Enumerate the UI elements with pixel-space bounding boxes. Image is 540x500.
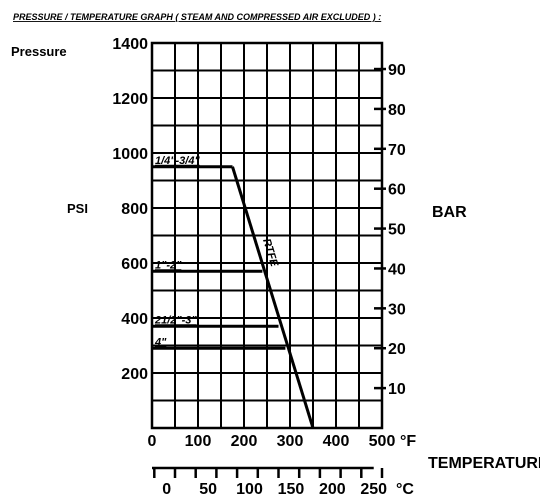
bar-tick-label: 80 xyxy=(388,102,406,119)
psi-tick-label: 600 xyxy=(121,256,148,273)
series-label: 21/2"-3" xyxy=(154,314,197,326)
bar-axis-label: BAR xyxy=(432,204,467,221)
fahrenheit-tick-label: 100 xyxy=(185,433,212,450)
bar-tick-label: 20 xyxy=(388,341,406,358)
fahrenheit-unit: °F xyxy=(400,433,416,450)
celsius-tick-label: 0 xyxy=(162,481,171,498)
fahrenheit-tick-label: 300 xyxy=(277,433,304,450)
series-label: 1/4"-3/4" xyxy=(155,155,200,167)
rtfe-line xyxy=(231,166,315,429)
bar-tick-label: 70 xyxy=(388,142,406,159)
grid xyxy=(150,41,384,430)
bar-tick-label: 30 xyxy=(388,301,406,318)
y-axis-title: Pressure xyxy=(11,44,67,59)
psi-tick-label: 1000 xyxy=(112,146,148,163)
psi-axis-label: PSI xyxy=(67,201,88,216)
celsius-tick-label: 200 xyxy=(319,481,346,498)
bar-tick-label: 10 xyxy=(388,381,406,398)
celsius-tick-label: 100 xyxy=(236,481,263,498)
bar-tick-label: 60 xyxy=(388,182,406,199)
x-axis-label: TEMPERATURE xyxy=(428,455,540,472)
psi-tick-label: 200 xyxy=(121,366,148,383)
psi-tick-label: 400 xyxy=(121,311,148,328)
celsius-unit: °C xyxy=(396,481,414,498)
psi-tick-label: 1400 xyxy=(112,36,148,53)
chart-title: PRESSURE / TEMPERATURE GRAPH ( STEAM AND… xyxy=(13,12,381,22)
bar-tick-label: 40 xyxy=(388,261,406,278)
axis-ticks: 2004006008001000120014001020304050607080… xyxy=(112,36,405,498)
celsius-tick-label: 250 xyxy=(360,481,387,498)
psi-tick-label: 1200 xyxy=(112,91,148,108)
series-label: 1"-2" xyxy=(155,259,182,271)
fahrenheit-tick-label: 0 xyxy=(148,433,157,450)
fahrenheit-tick-label: 500 xyxy=(369,433,396,450)
series-group: 1/4"-3/4" 1"-2" 21/2"-3" 4" xyxy=(152,155,286,350)
fahrenheit-tick-label: 400 xyxy=(323,433,350,450)
bar-tick-label: 90 xyxy=(388,62,406,79)
fahrenheit-tick-label: 200 xyxy=(231,433,258,450)
celsius-tick-label: 50 xyxy=(199,481,217,498)
psi-tick-label: 800 xyxy=(121,201,148,218)
bar-tick-label: 50 xyxy=(388,222,406,239)
celsius-tick-label: 150 xyxy=(278,481,305,498)
series-label: 4" xyxy=(154,336,167,348)
